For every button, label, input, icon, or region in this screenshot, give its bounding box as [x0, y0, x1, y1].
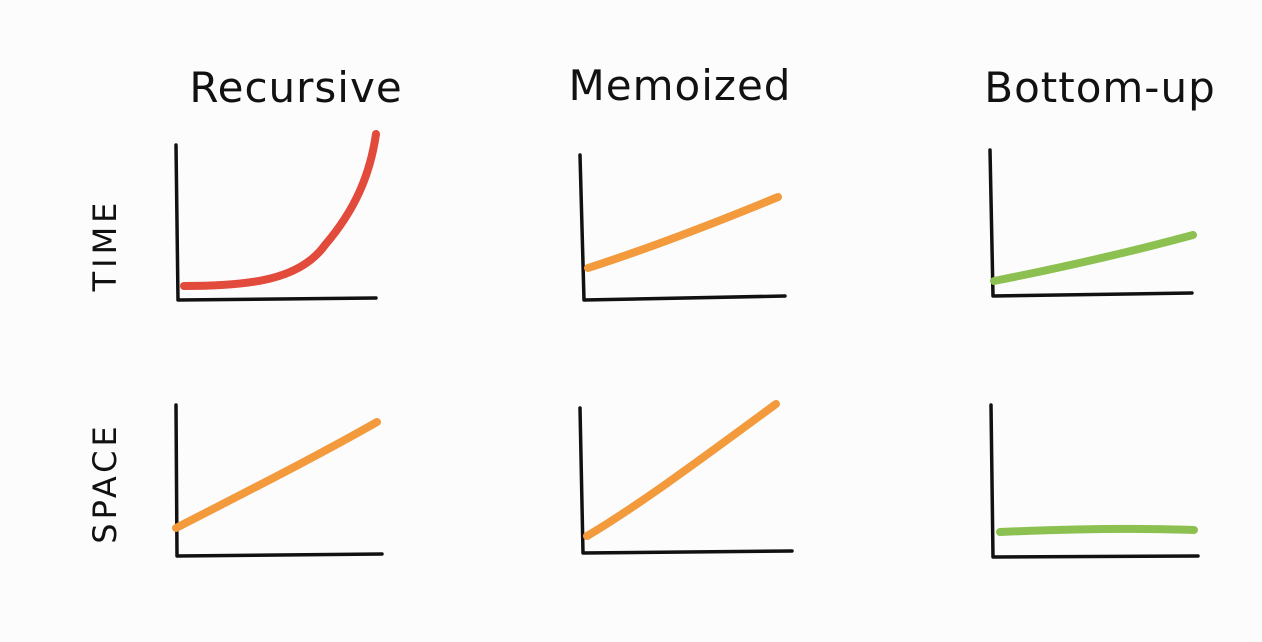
growth-curve-linear — [172, 418, 381, 532]
panel-time-memoized — [578, 153, 787, 302]
panel-space-recursive — [172, 403, 384, 558]
growth-curve-exponential — [180, 130, 380, 290]
panel-space-bottom-up — [989, 403, 1200, 559]
growth-curve-constant — [996, 524, 1198, 536]
growth-curve-linear — [584, 193, 782, 272]
axes — [174, 143, 378, 302]
axes — [174, 403, 384, 558]
axes — [989, 403, 1200, 559]
axes — [578, 406, 794, 555]
column-title-recursive: Recursive — [189, 63, 402, 112]
axes — [578, 153, 787, 302]
growth-curve-linear — [990, 231, 1197, 285]
row-label-time: TIME — [86, 199, 124, 293]
panel-space-memoized — [578, 400, 794, 555]
growth-curve-linear — [583, 400, 780, 540]
axes — [988, 148, 1194, 298]
column-title-memoized: Memoized — [569, 61, 792, 110]
row-label-space: SPACE — [86, 422, 124, 543]
panel-time-recursive — [174, 130, 380, 302]
panel-time-bottom-up — [988, 148, 1197, 298]
column-title-bottom-up: Bottom-up — [984, 63, 1216, 112]
